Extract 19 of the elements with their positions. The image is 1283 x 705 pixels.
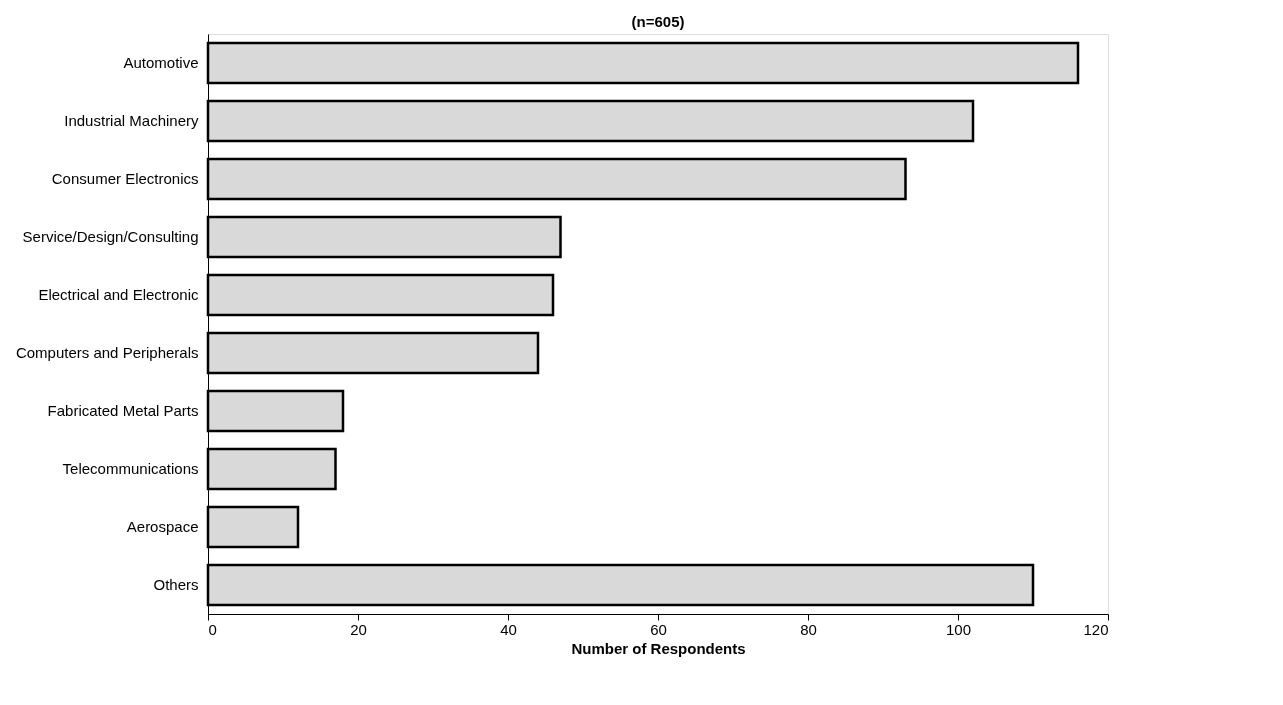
- y-tick-label: Computers and Peripherals: [15, 344, 199, 361]
- chart-title: (n=605): [631, 13, 685, 30]
- y-tick-label: Aerospace: [126, 518, 199, 535]
- y-tick-label: Industrial Machinery: [64, 112, 199, 129]
- x-tick-label: 60: [650, 620, 667, 638]
- y-tick-label: Service/Design/Consulting: [22, 228, 199, 245]
- x-tick-label: 40: [500, 620, 517, 638]
- y-tick-label: Others: [153, 576, 199, 593]
- y-tick-label: Automotive: [123, 54, 199, 71]
- y-tick-label: Fabricated Metal Parts: [47, 402, 199, 419]
- x-tick-label: 80: [800, 620, 817, 638]
- x-axis-title: Number of Respondents: [571, 639, 746, 657]
- x-tick-label: 20: [350, 620, 367, 638]
- x-tick-label: 0: [208, 620, 217, 638]
- y-tick-label: Telecommunications: [62, 460, 199, 477]
- y-tick-label: Electrical and Electronic: [38, 286, 199, 303]
- x-tick-label: 100: [945, 620, 972, 638]
- y-tick-label: Consumer Electronics: [51, 170, 199, 187]
- x-tick-label: 120: [1083, 620, 1109, 638]
